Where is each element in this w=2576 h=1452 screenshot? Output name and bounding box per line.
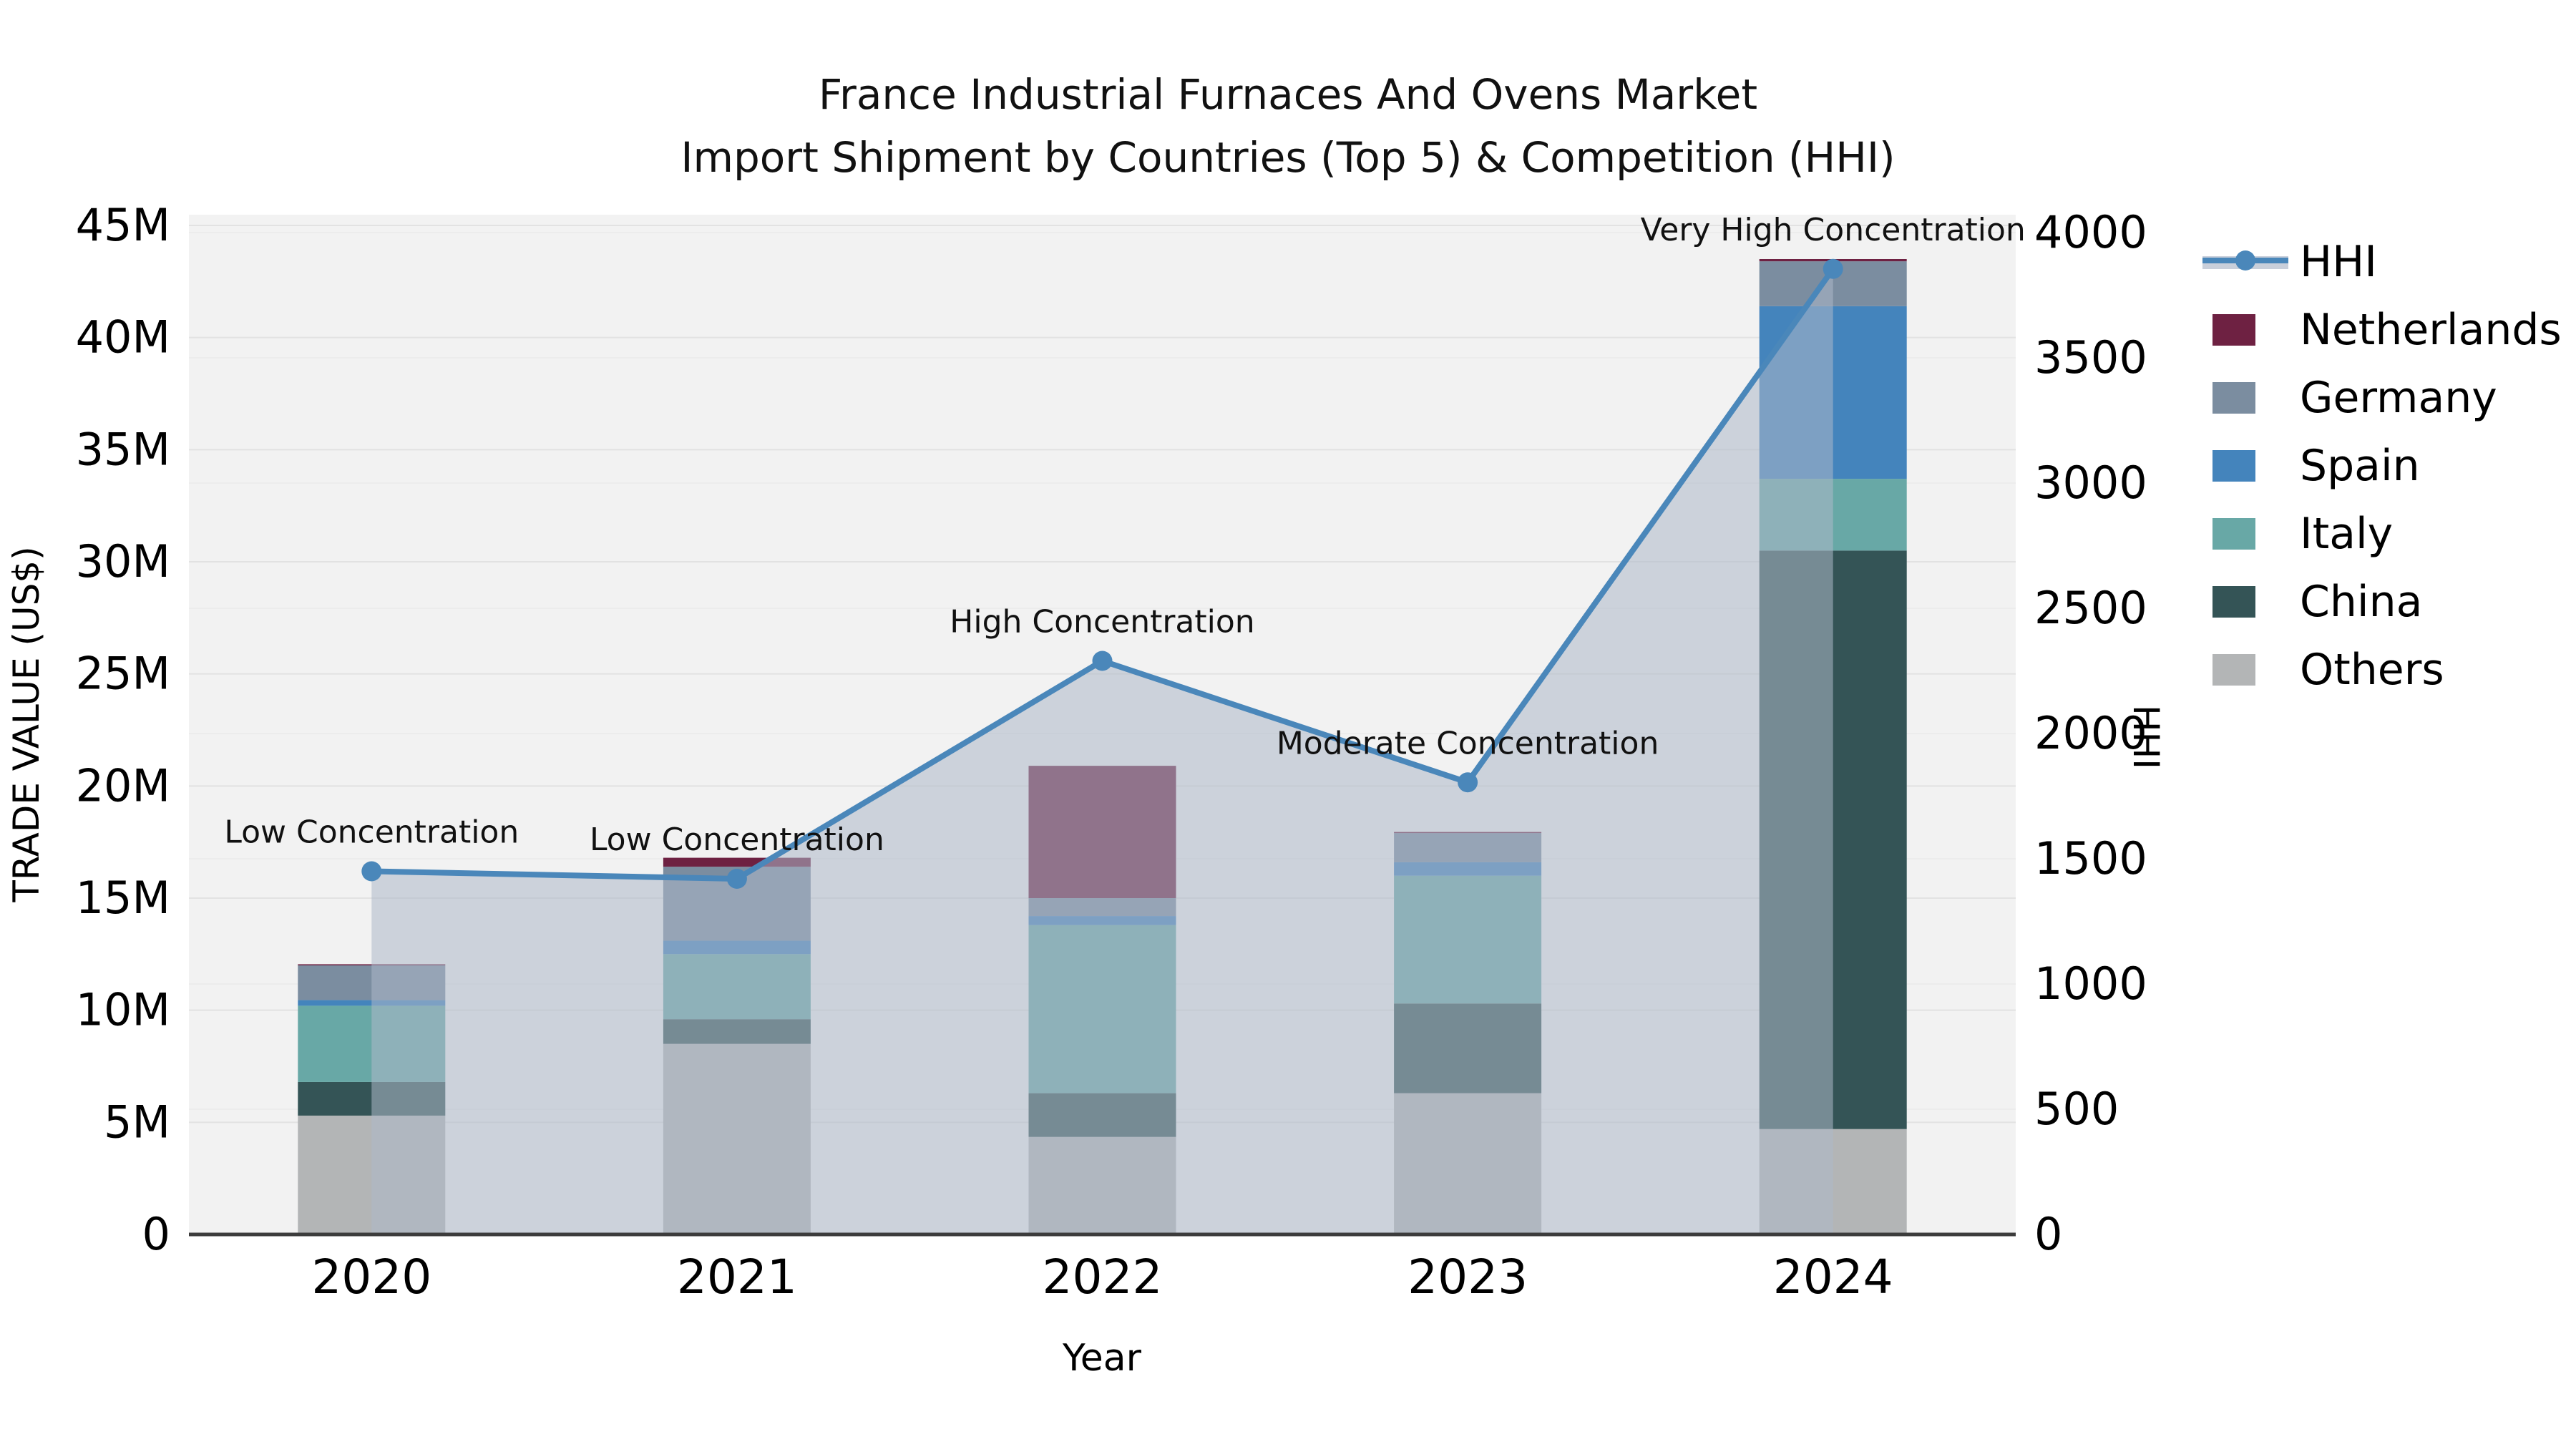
legend-swatch-germany [2198, 381, 2293, 414]
legend-item-others: Others [2198, 635, 2562, 703]
y-axis-right-tick: 3500 [2034, 331, 2147, 384]
x-axis-tick: 2023 [1407, 1249, 1528, 1305]
legend: HHI Netherlands Germany Spain Italy China Othe… [2198, 228, 2562, 703]
y-axis-right-tick: 2500 [2034, 582, 2147, 634]
y-axis-left-tick: 25M [76, 648, 170, 700]
annotation-2022: High Concentration [950, 604, 1254, 640]
legend-label: China [2300, 576, 2423, 627]
hhi-line-icon [2198, 246, 2293, 278]
y-axis-title-left: TRADE VALUE (US$) [6, 546, 47, 902]
color-swatch [2212, 449, 2255, 482]
hhi-point-2022 [1092, 651, 1113, 671]
annotation-2023: Moderate Concentration [1277, 725, 1659, 761]
legend-swatch-china [2198, 585, 2293, 618]
hhi-point-2024 [1823, 258, 1843, 279]
legend-label: Italy [2300, 508, 2394, 559]
legend-item-hhi: HHI [2198, 228, 2562, 296]
y-axis-left-tick: 40M [76, 311, 170, 364]
x-axis-tick: 2021 [677, 1249, 797, 1305]
y-axis-right-tick: 1500 [2034, 832, 2147, 885]
legend-label: Germany [2300, 372, 2497, 423]
legend-swatch-netherlands [2198, 313, 2293, 346]
y-axis-left-tick: 45M [76, 199, 170, 251]
legend-label: Spain [2300, 440, 2420, 491]
y-axis-left-tick: 20M [76, 759, 170, 812]
y-axis-right-tick: 3000 [2034, 457, 2147, 509]
legend-label: HHI [2300, 236, 2377, 287]
legend-item-spain: Spain [2198, 432, 2562, 500]
y-axis-right-tick: 2000 [2034, 707, 2147, 759]
y-axis-left-tick: 30M [76, 535, 170, 588]
annotation-2021: Low Concentration [590, 822, 884, 858]
legend-swatch-spain [2198, 449, 2293, 482]
y-axis-right-tick: 0 [2034, 1208, 2062, 1260]
y-axis-right-tick: 500 [2034, 1083, 2119, 1135]
legend-swatch-others [2198, 653, 2293, 686]
y-axis-title-right: HHI [2125, 705, 2167, 769]
color-swatch [2212, 585, 2255, 618]
legend-label: Netherlands [2300, 304, 2562, 355]
color-swatch [2212, 381, 2255, 414]
hhi-area [371, 268, 1833, 1234]
color-swatch [2212, 517, 2255, 550]
y-axis-left-tick: 10M [76, 984, 170, 1036]
y-axis-left-tick: 15M [76, 872, 170, 924]
x-axis-tick: 2020 [311, 1249, 431, 1305]
legend-item-italy: Italy [2198, 500, 2562, 567]
color-swatch [2212, 313, 2255, 346]
chart-title: France Industrial Furnaces And Ovens Mar… [818, 70, 1758, 119]
y-axis-right-tick: 4000 [2034, 206, 2147, 258]
x-axis-tick: 2022 [1043, 1249, 1163, 1305]
hhi-point-2023 [1458, 772, 1478, 793]
color-swatch [2212, 653, 2255, 686]
legend-label: Others [2300, 644, 2444, 695]
x-axis-title: Year [1062, 1337, 1142, 1380]
legend-swatch-italy [2198, 517, 2293, 550]
y-axis-left-tick: 5M [104, 1096, 170, 1148]
y-axis-left-tick: 35M [76, 423, 170, 475]
chart-subtitle: Import Shipment by Countries (Top 5) & C… [680, 133, 1896, 182]
y-axis-right-tick: 1000 [2034, 958, 2147, 1010]
hhi-point-2020 [361, 861, 382, 882]
annotation-2020: Low Concentration [224, 814, 519, 851]
x-axis-tick: 2024 [1773, 1249, 1893, 1305]
legend-item-germany: Germany [2198, 364, 2562, 432]
hhi-point-2021 [726, 869, 747, 889]
legend-item-netherlands: Netherlands [2198, 296, 2562, 364]
legend-item-china: China [2198, 567, 2562, 635]
y-axis-left-tick: 0 [142, 1208, 170, 1260]
annotation-2024: Very High Concentration [1641, 212, 2026, 248]
